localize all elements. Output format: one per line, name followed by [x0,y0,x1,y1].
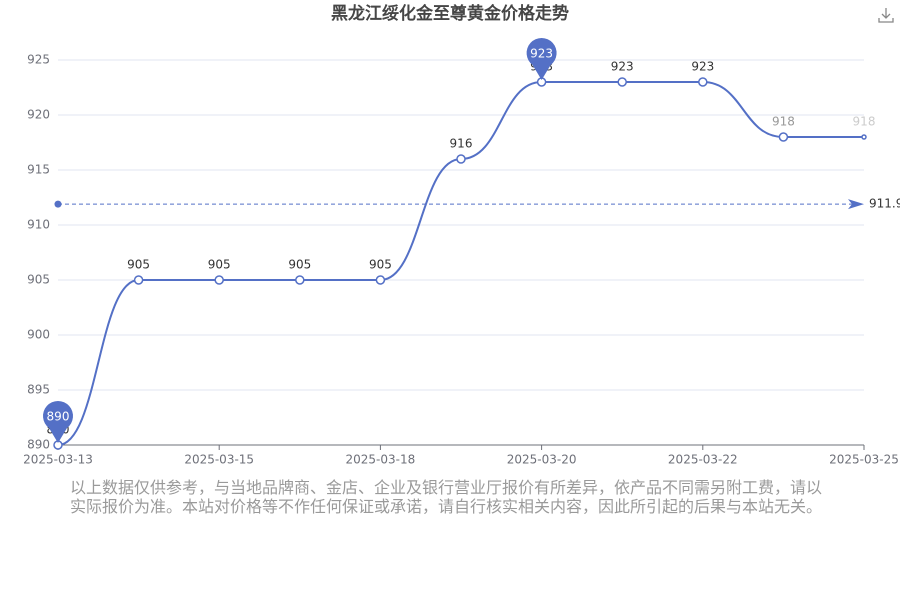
y-tick-label: 895 [27,383,50,397]
pin-label: 890 [47,410,70,424]
average-label: 911.9 [869,197,900,211]
data-label: 918 [853,115,876,129]
point [295,275,305,285]
point [375,275,386,285]
data-label: 905 [208,258,231,272]
x-tick-label: 2025-03-22 [668,453,738,467]
disclaimer: 以上数据仅供参考，与当地品牌商、金店、企业及银行营业厅报价有所差异，依产品不同需… [70,478,823,516]
pin-label: 923 [530,47,553,61]
data-label: 918 [772,115,795,129]
y-tick-label: 910 [27,218,50,232]
x-tick-label: 2025-03-20 [507,453,577,467]
pin [526,38,557,80]
data-label: 923 [611,60,634,74]
x-tick-label: 2025-03-18 [346,453,416,467]
y-tick-label: 915 [27,163,50,177]
point [133,275,144,285]
data-label: 905 [369,258,392,272]
x-tick-label: 2025-03-15 [184,453,254,467]
data-label: 905 [288,258,311,272]
data-label: 905 [127,258,150,272]
point [778,132,789,142]
point [456,154,466,164]
point [214,275,224,285]
average-arrow [848,199,864,210]
chart-title: 黑龙江绥化金至尊黄金价格走势 [331,3,569,24]
y-tick-label: 925 [27,53,50,67]
point [617,77,627,87]
y-tick-label: 905 [27,273,50,287]
data-label: 923 [691,60,714,74]
y-tick-label: 920 [27,108,50,122]
x-tick-label: 2025-03-13 [23,453,93,467]
x-tick-label: 2025-03-25 [829,453,899,467]
point [698,77,708,87]
price-line [57,80,864,446]
data-label: 916 [450,137,473,151]
y-tick-label: 890 [27,438,50,452]
point [861,134,867,140]
download-button[interactable] [877,6,895,24]
pin [43,401,74,443]
y-tick-label: 900 [27,328,50,342]
